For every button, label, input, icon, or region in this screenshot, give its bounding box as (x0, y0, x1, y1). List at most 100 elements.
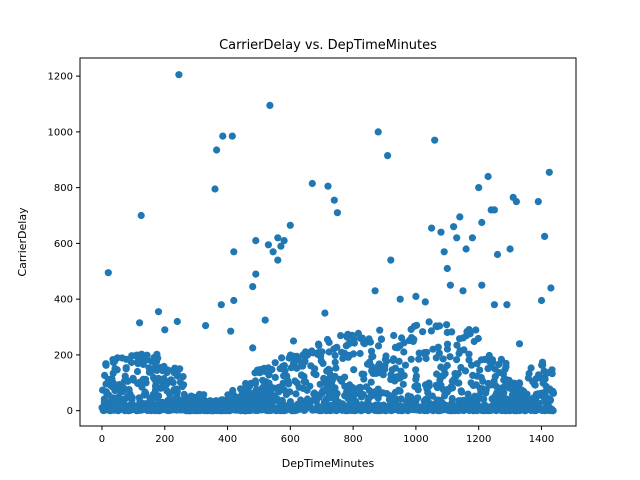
scatter-point (251, 377, 259, 385)
scatter-point (465, 350, 473, 358)
scatter-point (497, 355, 505, 363)
y-tick-label: 400 (54, 295, 73, 306)
scatter-point (428, 224, 436, 232)
scatter-point (354, 329, 362, 337)
scatter-point (113, 404, 121, 412)
scatter-point (440, 248, 448, 256)
scatter-point (410, 322, 419, 330)
scatter-point (396, 342, 404, 350)
scatter-point (122, 364, 130, 372)
scatter-point (547, 284, 555, 292)
scatter-point (160, 406, 168, 414)
scatter-point (425, 318, 433, 326)
y-tick-label: 800 (54, 183, 73, 194)
scatter-point (490, 206, 498, 214)
scatter-point (172, 395, 181, 403)
scatter-point (493, 250, 502, 259)
scatter-point (270, 392, 279, 400)
scatter-point (480, 395, 488, 403)
scatter-point (278, 354, 286, 362)
scatter-point (498, 386, 506, 394)
scatter-point (389, 356, 397, 365)
scatter-point (463, 328, 471, 336)
scatter-point (486, 406, 494, 414)
scatter-point (512, 198, 521, 206)
scatter-point (441, 390, 449, 398)
scatter-point (485, 351, 493, 360)
scatter-point (101, 371, 109, 379)
scatter-point (161, 326, 169, 334)
scatter-point (502, 363, 510, 371)
scatter-point (213, 146, 221, 154)
scatter-point (456, 213, 464, 221)
scatter-point (436, 396, 444, 404)
scatter-point (219, 132, 227, 140)
scatter-point (527, 364, 535, 372)
scatter-point (251, 369, 259, 377)
scatter-point (134, 379, 142, 388)
scatter-point (399, 406, 407, 415)
scatter-point (374, 128, 382, 136)
scatter-point (397, 395, 405, 403)
scatter-point (422, 354, 430, 363)
scatter-point (173, 317, 181, 326)
scatter-point (459, 287, 467, 295)
scatter-point (119, 403, 127, 411)
scatter-point (461, 367, 470, 375)
scatter-point (315, 393, 323, 401)
scatter-point (545, 168, 553, 176)
scatter-point (151, 382, 160, 390)
scatter-point (360, 339, 368, 347)
scatter-point (258, 405, 266, 413)
scatter-point (306, 382, 314, 390)
scatter-point (162, 381, 170, 389)
scatter-point (412, 292, 420, 300)
scatter-point (331, 387, 339, 396)
scatter-point (448, 394, 456, 403)
scatter-point (383, 357, 391, 365)
scatter-point (230, 296, 238, 305)
scatter-point (202, 322, 210, 330)
scatter-point (163, 387, 171, 395)
scatter-point (180, 395, 188, 404)
scatter-point (324, 182, 332, 190)
scatter-point (366, 402, 375, 410)
scatter-point (440, 366, 448, 374)
scatter-point (537, 296, 546, 305)
x-tick-label: 800 (344, 434, 363, 445)
scatter-point (383, 390, 391, 398)
scatter-point (135, 355, 143, 363)
scatter-point (356, 349, 364, 358)
scatter-point (468, 234, 476, 242)
scatter-point (149, 390, 157, 399)
scatter-point (437, 228, 445, 236)
scatter-point (252, 270, 260, 278)
scatter-point (448, 377, 456, 385)
scatter-point (128, 352, 136, 360)
scatter-point (539, 379, 547, 387)
scatter-point (148, 365, 156, 373)
scatter-point (154, 308, 163, 316)
scatter-point (484, 172, 492, 181)
scatter-point (400, 372, 408, 380)
scatter-point (307, 362, 315, 370)
scatter-point (263, 403, 272, 411)
scatter-point (218, 396, 226, 404)
scatter-point (177, 406, 185, 414)
scatter-point (490, 301, 498, 309)
scatter-point (476, 366, 484, 374)
scatter-point (249, 344, 257, 352)
scatter-point (337, 332, 345, 340)
scatter-point (226, 393, 234, 401)
scatter-point (278, 402, 286, 410)
scatter-point (451, 370, 459, 378)
scatter-point (387, 375, 395, 384)
scatter-point (111, 364, 119, 373)
scatter-point (538, 358, 547, 366)
scatter-point (262, 389, 270, 398)
scatter-point (349, 350, 358, 358)
scatter-point (491, 365, 499, 373)
scatter-point (421, 298, 429, 306)
scatter-point (320, 374, 328, 382)
scatter-point (395, 386, 403, 394)
